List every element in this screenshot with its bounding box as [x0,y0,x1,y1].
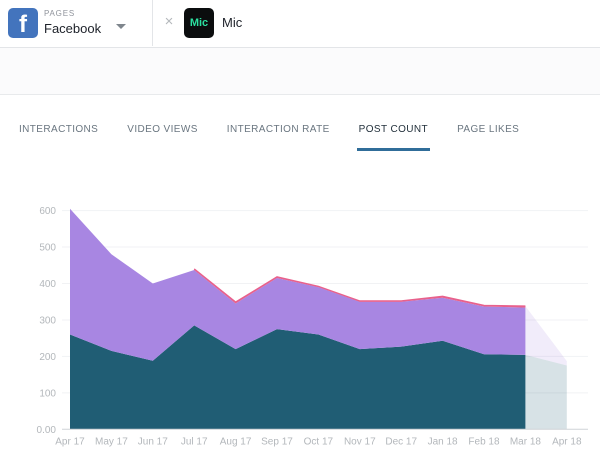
y-axis-tick: 200 [39,352,56,363]
x-axis-tick: Mar 18 [510,436,542,447]
x-axis-tick: Jan 18 [428,436,458,447]
tab-interaction-rate[interactable]: INTERACTION RATE [226,124,330,135]
tab-post-count[interactable]: POST COUNT [356,94,431,151]
x-axis-tick: Apr 17 [55,436,85,447]
divider [152,0,153,46]
pages-platform-selector[interactable]: PAGES Facebook [44,5,101,43]
y-axis-tick: 600 [39,206,56,217]
platform-name: Facebook [44,21,102,36]
metric-tabs: INTERACTIONS VIDEO VIEWS INTERACTION RAT… [17,94,521,151]
tab-interactions[interactable]: INTERACTIONS [19,124,99,135]
page-avatar: Mic [184,8,214,38]
x-axis-tick: Nov 17 [344,436,376,447]
x-axis-tick: Feb 18 [468,436,500,447]
x-axis-tick: Aug 17 [220,436,252,447]
pages-label: PAGES [44,9,75,18]
x-axis-tick: May 17 [95,436,128,447]
page-name: Mic [222,15,243,30]
y-axis-tick: 500 [39,243,56,254]
remove-page-button[interactable]: × [164,13,174,30]
y-axis-tick: 300 [39,315,56,326]
facebook-logo-icon: f [8,8,38,38]
post-count-chart[interactable]: 600 500 400 300 200 100 0.00 Apr 17 May 17 Jun 17… [0,150,600,467]
x-axis-tick: Jun 17 [138,436,168,447]
y-axis-tick: 0.00 [37,425,57,436]
tab-video-views[interactable]: VIDEO VIEWS [127,124,198,135]
x-axis-tick: Oct 17 [304,436,334,447]
y-axis-tick: 400 [39,279,56,290]
y-axis-tick: 100 [39,388,56,399]
chevron-down-icon[interactable] [116,24,126,29]
top-bar: f PAGES Facebook × Mic Mic [0,0,600,48]
x-axis-tick: Apr 18 [552,436,582,447]
toolbar-strip [0,48,600,95]
x-axis-tick: Jul 17 [181,436,208,447]
x-axis-tick: Dec 17 [385,436,417,447]
tab-page-likes[interactable]: PAGE LIKES [457,124,520,135]
x-axis-tick: Sep 17 [261,436,293,447]
